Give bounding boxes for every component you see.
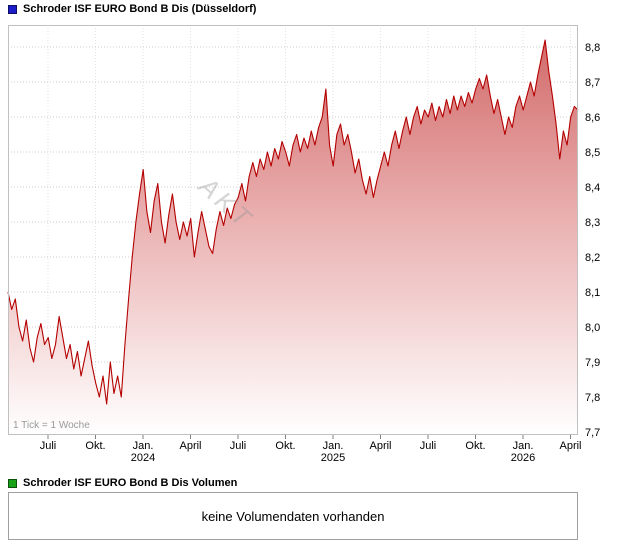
volume-series-label: Schroder ISF EURO Bond B Dis Volumen — [23, 477, 238, 489]
svg-text:8,1: 8,1 — [585, 287, 600, 299]
svg-text:Jan.: Jan. — [133, 440, 154, 452]
price-series-swatch-icon — [8, 4, 17, 14]
plot-border — [8, 25, 578, 435]
y-axis-labels: 8,8 8,7 8,6 8,5 8,4 8,3 8,2 8,1 8,0 7,9 7,8 7,7 — [585, 42, 600, 439]
svg-text:7,9: 7,9 — [585, 357, 600, 369]
svg-text:Okt.: Okt. — [275, 440, 295, 452]
svg-text:April: April — [559, 440, 581, 452]
svg-text:2024: 2024 — [131, 452, 155, 464]
svg-text:8,6: 8,6 — [585, 112, 600, 124]
svg-text:Jan.: Jan. — [513, 440, 534, 452]
svg-text:2025: 2025 — [321, 452, 345, 464]
svg-text:8,4: 8,4 — [585, 182, 600, 194]
svg-text:Juli: Juli — [40, 440, 57, 452]
svg-text:April: April — [179, 440, 201, 452]
price-series-label: Schroder ISF EURO Bond B Dis (Düsseldorf… — [23, 3, 257, 15]
svg-text:8,0: 8,0 — [585, 322, 600, 334]
tick-note: 1 Tick = 1 Woche — [13, 420, 90, 431]
svg-text:Okt.: Okt. — [465, 440, 485, 452]
svg-text:April: April — [369, 440, 391, 452]
volume-empty-message: keine Volumendaten vorhanden — [201, 508, 385, 524]
price-line — [7, 39, 579, 405]
svg-text:Jan.: Jan. — [323, 440, 344, 452]
svg-text:2026: 2026 — [511, 452, 535, 464]
svg-text:Okt.: Okt. — [85, 440, 105, 452]
price-chart: AKT8,88,78,68,58,48,38,28,18,07,97,87,7J… — [7, 25, 600, 464]
svg-text:8,7: 8,7 — [585, 77, 600, 89]
volume-legend: Schroder ISF EURO Bond B Dis Volumen — [8, 477, 237, 489]
svg-text:8,5: 8,5 — [585, 147, 600, 159]
price-legend: Schroder ISF EURO Bond B Dis (Düsseldorf… — [8, 3, 256, 15]
svg-text:8,3: 8,3 — [585, 217, 600, 229]
svg-text:7,8: 7,8 — [585, 392, 600, 404]
price-area — [8, 40, 578, 435]
svg-text:Juli: Juli — [420, 440, 437, 452]
svg-text:8,2: 8,2 — [585, 252, 600, 264]
volume-empty-box: keine Volumendaten vorhanden — [8, 492, 578, 540]
svg-text:Juli: Juli — [230, 440, 247, 452]
svg-text:8,8: 8,8 — [585, 42, 600, 54]
volume-series-swatch-icon — [8, 478, 17, 488]
svg-text:7,7: 7,7 — [585, 427, 600, 439]
